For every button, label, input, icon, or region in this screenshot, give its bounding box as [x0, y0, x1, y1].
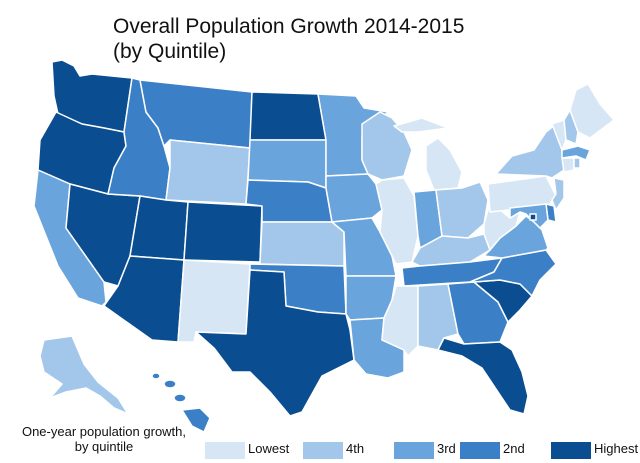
state-co [183, 201, 263, 263]
state-ny [495, 123, 565, 179]
state-tx [195, 269, 355, 417]
legend-swatch-lowest [205, 442, 245, 459]
legend-swatch-2nd [460, 442, 500, 459]
state-mi [393, 117, 463, 191]
legend-label-lowest: Lowest [248, 441, 290, 456]
legend-label-2nd: 2nd [503, 441, 525, 456]
legend-caption: One-year population growth, by quintile [4, 424, 204, 454]
state-nj [551, 177, 565, 211]
legend-swatch-4th [303, 442, 343, 459]
legend-label-highest: Highest [594, 441, 639, 456]
state-nd [249, 91, 327, 141]
state-fl [437, 337, 529, 415]
legend-caption-line-1: One-year population growth, [21, 424, 187, 439]
title-line-1: Overall Population Growth 2014-2015 [113, 15, 465, 38]
state-il [375, 177, 419, 265]
state-ms [381, 285, 419, 357]
state-hi [151, 372, 211, 433]
states-layer [33, 59, 615, 433]
legend-caption-line-2: by quintile [74, 439, 134, 454]
map-title: Overall Population Growth 2014-2015 (by … [113, 14, 464, 64]
state-ri [573, 157, 581, 169]
legend-label-3rd: 3rd [437, 441, 456, 456]
state-ct [561, 157, 575, 173]
legend-label-4th: 4th [346, 441, 365, 456]
state-nc [469, 249, 557, 297]
state-ak [39, 335, 129, 415]
state-me [569, 83, 615, 139]
state-wy [165, 139, 251, 205]
legend-swatch-3rd [394, 442, 434, 459]
state-wi [361, 111, 413, 181]
state-ks [259, 221, 345, 267]
state-dc [529, 213, 537, 221]
state-nm [177, 259, 251, 343]
title-line-2: (by Quintile) [113, 40, 227, 63]
state-nh [563, 109, 579, 145]
state-ut [129, 195, 189, 261]
state-oh [435, 181, 489, 239]
legend-swatch-highest [551, 442, 591, 459]
state-ia [325, 173, 383, 223]
state-md [509, 203, 549, 229]
